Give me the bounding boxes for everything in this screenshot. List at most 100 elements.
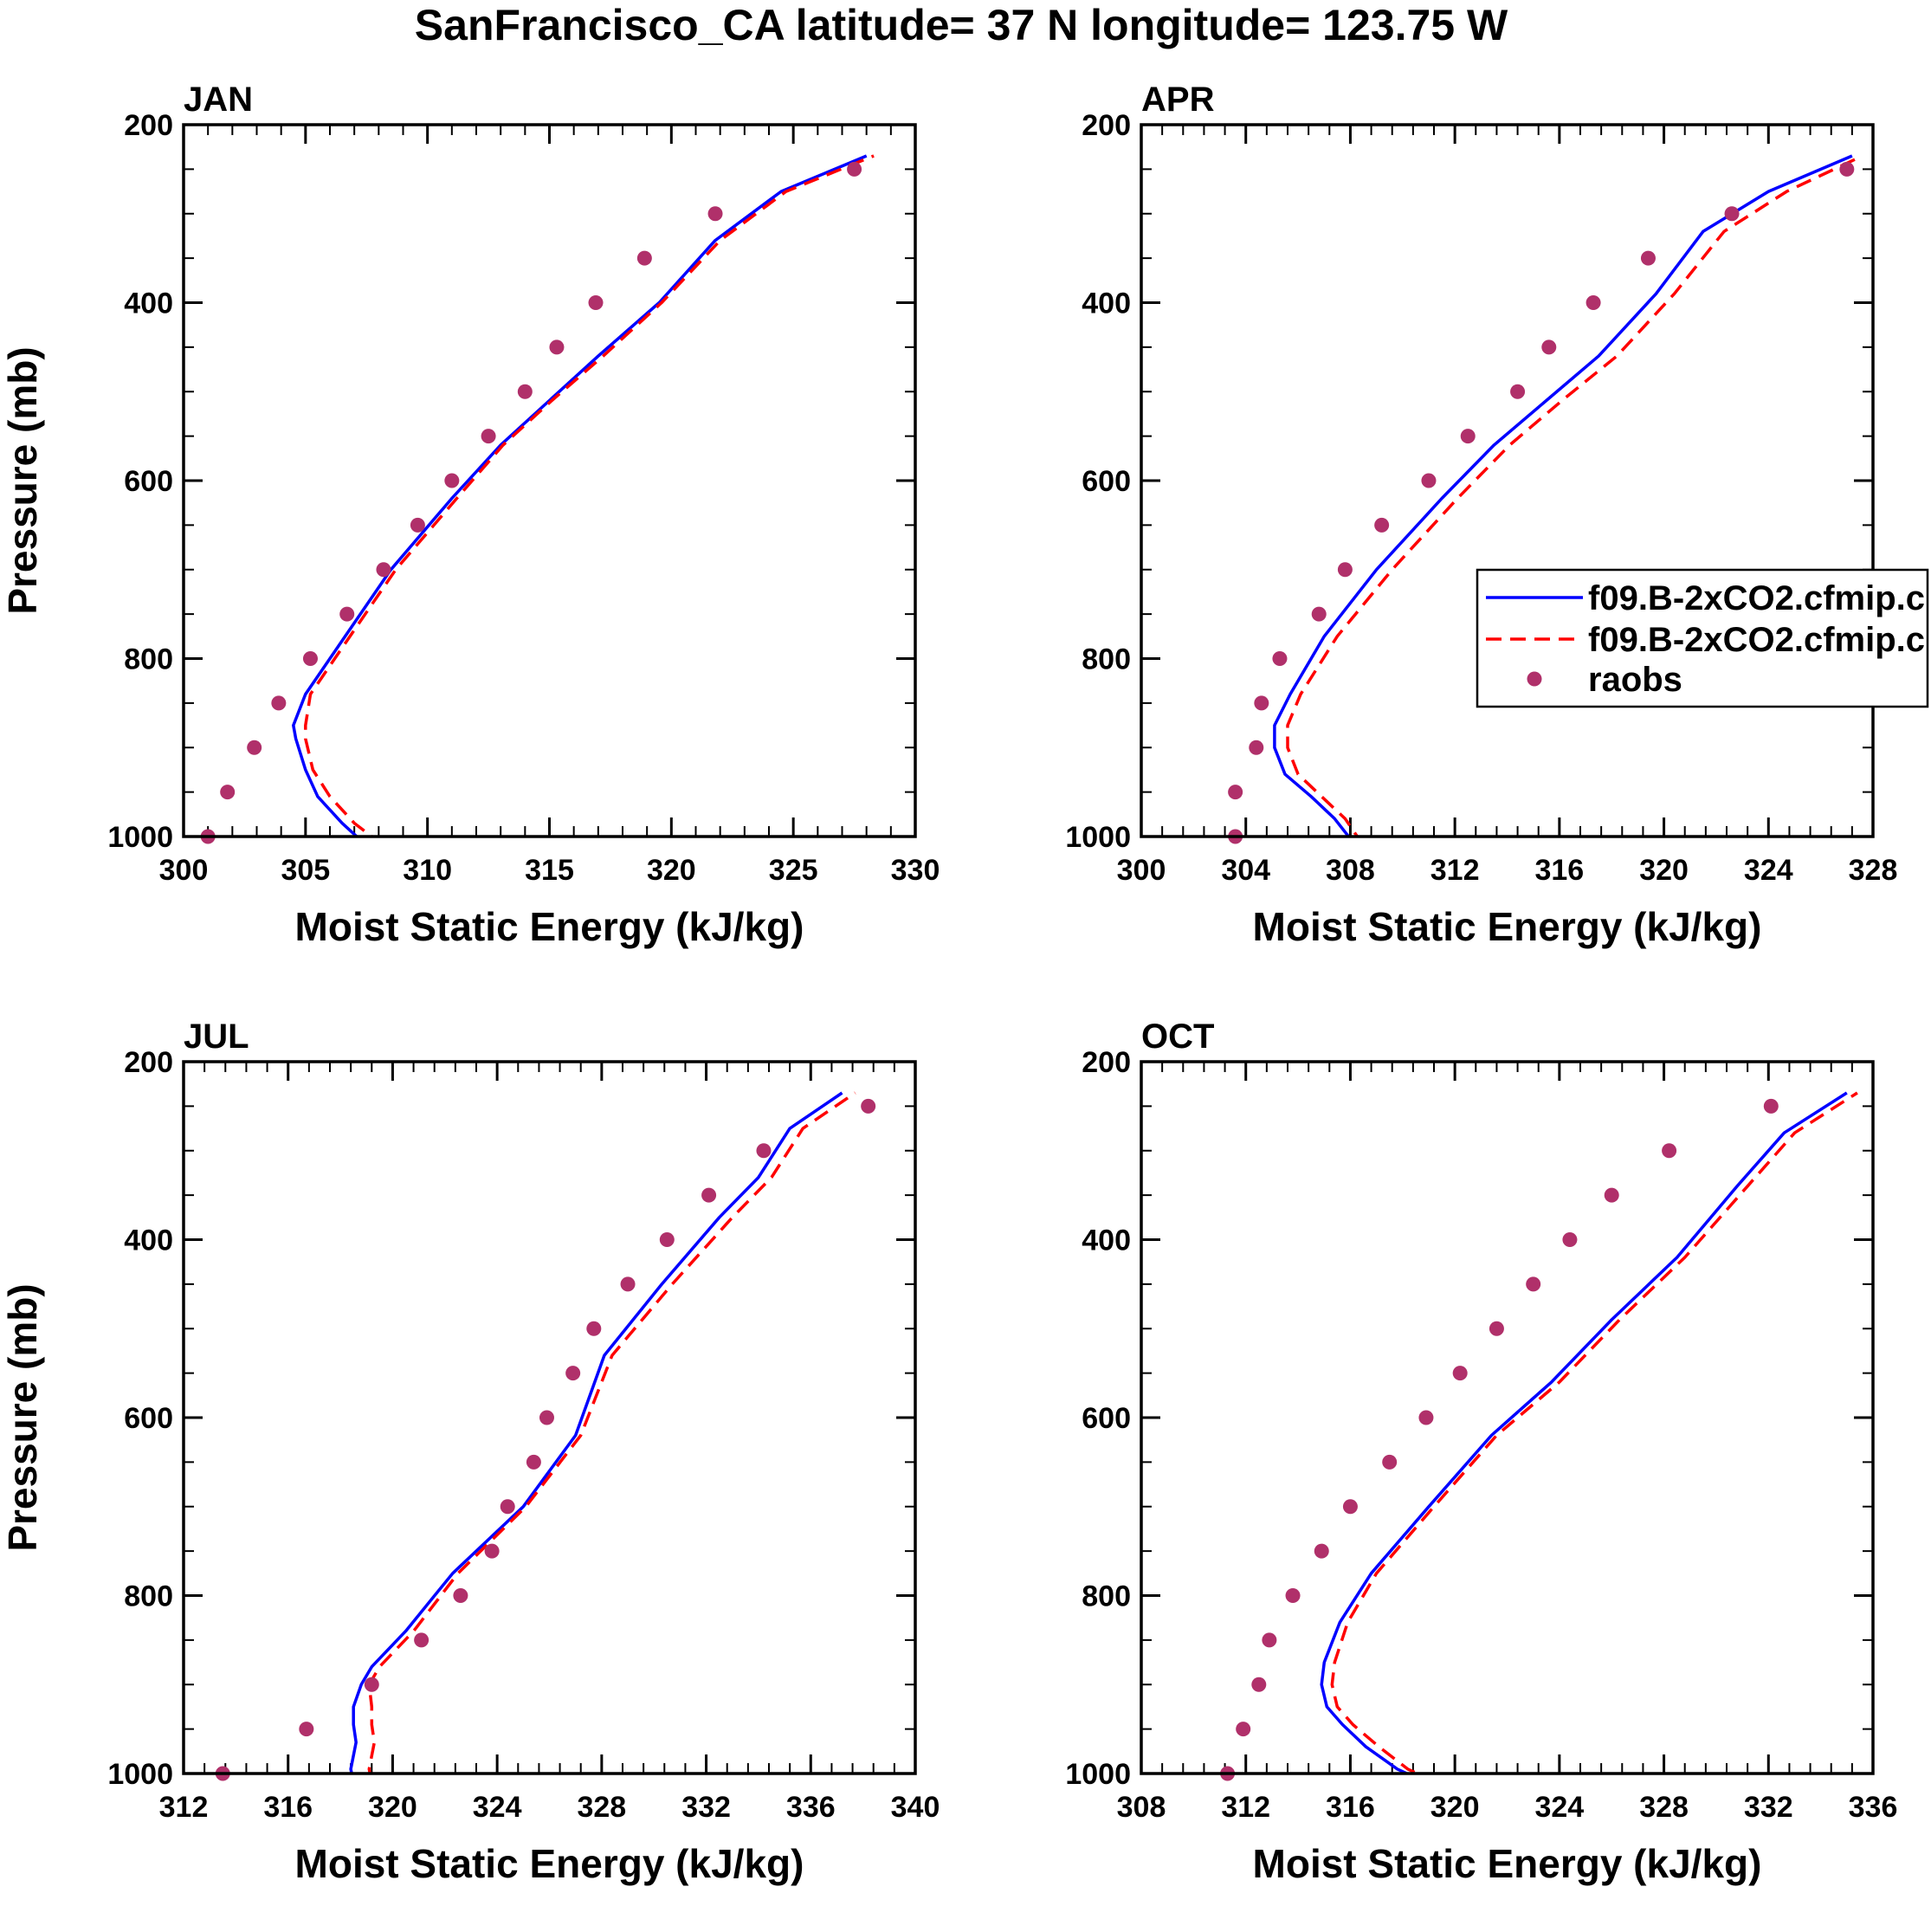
series-solid-line xyxy=(349,1091,843,1774)
x-tick-label: 328 xyxy=(1849,854,1898,887)
x-axis-label: Moist Static Energy (kJ/kg) xyxy=(1253,1841,1762,1886)
y-tick-label: 1000 xyxy=(1065,1758,1131,1791)
raobs-point xyxy=(588,295,604,310)
x-tick-label: 308 xyxy=(1117,1791,1166,1824)
plot-frame xyxy=(182,1060,917,1775)
x-tick-label: 332 xyxy=(681,1791,731,1824)
plot-frame xyxy=(1140,123,1875,838)
series-dashed-line xyxy=(1286,154,1863,837)
raobs-point xyxy=(500,1499,515,1515)
raobs-point xyxy=(444,473,460,488)
x-tick-label: 315 xyxy=(525,854,574,887)
plot-frame xyxy=(182,123,917,838)
raobs-point xyxy=(410,517,425,533)
raobs-point xyxy=(701,1187,717,1203)
raobs-point xyxy=(620,1276,636,1292)
raobs-point xyxy=(453,1588,468,1603)
y-tick-label: 200 xyxy=(1082,1046,1131,1079)
raobs-point xyxy=(1228,785,1243,800)
x-tick-label: 316 xyxy=(1534,854,1584,887)
raobs-point xyxy=(1460,429,1476,444)
raobs-point xyxy=(861,1098,876,1114)
raobs-point xyxy=(1314,1543,1329,1559)
x-tick-label: 330 xyxy=(891,854,940,887)
raobs-point xyxy=(271,695,287,711)
raobs-point xyxy=(220,785,236,800)
raobs-point xyxy=(1510,384,1526,399)
raobs-point xyxy=(549,339,565,355)
y-axis-label: Pressure (mb) xyxy=(0,346,45,614)
y-tick-label: 1000 xyxy=(1065,821,1131,854)
raobs-point xyxy=(414,1632,429,1648)
raobs-point xyxy=(1452,1366,1468,1381)
x-tick-label: 325 xyxy=(769,854,818,887)
x-axis-label: Moist Static Energy (kJ/kg) xyxy=(295,904,804,949)
y-tick-label: 600 xyxy=(124,1402,173,1435)
y-tick-label: 400 xyxy=(1082,288,1131,320)
y-tick-label: 400 xyxy=(1082,1224,1131,1257)
x-tick-label: 308 xyxy=(1326,854,1375,887)
legend-marker-swatch xyxy=(1527,671,1542,687)
raobs-point xyxy=(364,1677,379,1692)
raobs-point xyxy=(1251,1677,1267,1692)
legend-label: f09.B-2xCO2.cfmip.c xyxy=(1588,579,1925,617)
x-tick-label: 316 xyxy=(1326,1791,1375,1824)
y-tick-label: 600 xyxy=(124,465,173,498)
raobs-point xyxy=(376,562,391,578)
raobs-point xyxy=(339,606,355,622)
x-tick-label: 300 xyxy=(1117,854,1166,887)
x-tick-label: 300 xyxy=(159,854,209,887)
x-tick-label: 304 xyxy=(1221,854,1270,887)
raobs-point xyxy=(1236,1722,1251,1737)
raobs-point xyxy=(1662,1143,1677,1159)
y-tick-label: 200 xyxy=(124,109,173,142)
y-axis-label: Pressure (mb) xyxy=(0,1283,45,1551)
y-tick-label: 800 xyxy=(1082,1580,1131,1613)
y-tick-label: 800 xyxy=(1082,643,1131,676)
x-tick-label: 324 xyxy=(473,1791,522,1824)
series-solid-line xyxy=(292,154,868,837)
raobs-point xyxy=(1418,1410,1434,1425)
y-tick-label: 800 xyxy=(124,1580,173,1613)
raobs-point xyxy=(481,429,496,444)
raobs-point xyxy=(526,1454,541,1470)
raobs-point xyxy=(586,1321,602,1336)
legend-box xyxy=(1476,568,1929,708)
x-tick-label: 305 xyxy=(281,854,330,887)
y-tick-label: 600 xyxy=(1082,465,1131,498)
x-axis-label: Moist Static Energy (kJ/kg) xyxy=(1253,904,1762,949)
x-tick-label: 312 xyxy=(1221,1791,1270,1824)
x-axis-label: Moist Static Energy (kJ/kg) xyxy=(295,1841,804,1886)
raobs-point xyxy=(247,740,262,755)
raobs-point xyxy=(1763,1098,1779,1114)
raobs-point xyxy=(1254,695,1269,711)
raobs-point xyxy=(1382,1454,1398,1470)
raobs-point xyxy=(517,384,533,399)
x-tick-label: 332 xyxy=(1744,1791,1793,1824)
x-tick-label: 336 xyxy=(1849,1791,1898,1824)
x-tick-label: 328 xyxy=(577,1791,626,1824)
raobs-point xyxy=(1421,473,1437,488)
x-tick-label: 312 xyxy=(159,1791,209,1824)
panel-title: OCT xyxy=(1141,1018,1214,1056)
x-tick-label: 336 xyxy=(786,1791,836,1824)
y-tick-label: 200 xyxy=(1082,109,1131,142)
y-tick-label: 1000 xyxy=(107,821,173,854)
raobs-point xyxy=(1541,339,1557,355)
raobs-point xyxy=(1585,295,1601,310)
raobs-point xyxy=(565,1366,581,1381)
raobs-point xyxy=(1724,206,1740,222)
raobs-point xyxy=(1337,562,1353,578)
panel-title: APR xyxy=(1141,81,1215,119)
y-tick-label: 400 xyxy=(124,288,173,320)
raobs-point xyxy=(1249,740,1264,755)
raobs-point xyxy=(1604,1187,1619,1203)
y-tick-label: 1000 xyxy=(107,1758,173,1791)
raobs-point xyxy=(1489,1321,1504,1336)
raobs-point xyxy=(484,1543,500,1559)
